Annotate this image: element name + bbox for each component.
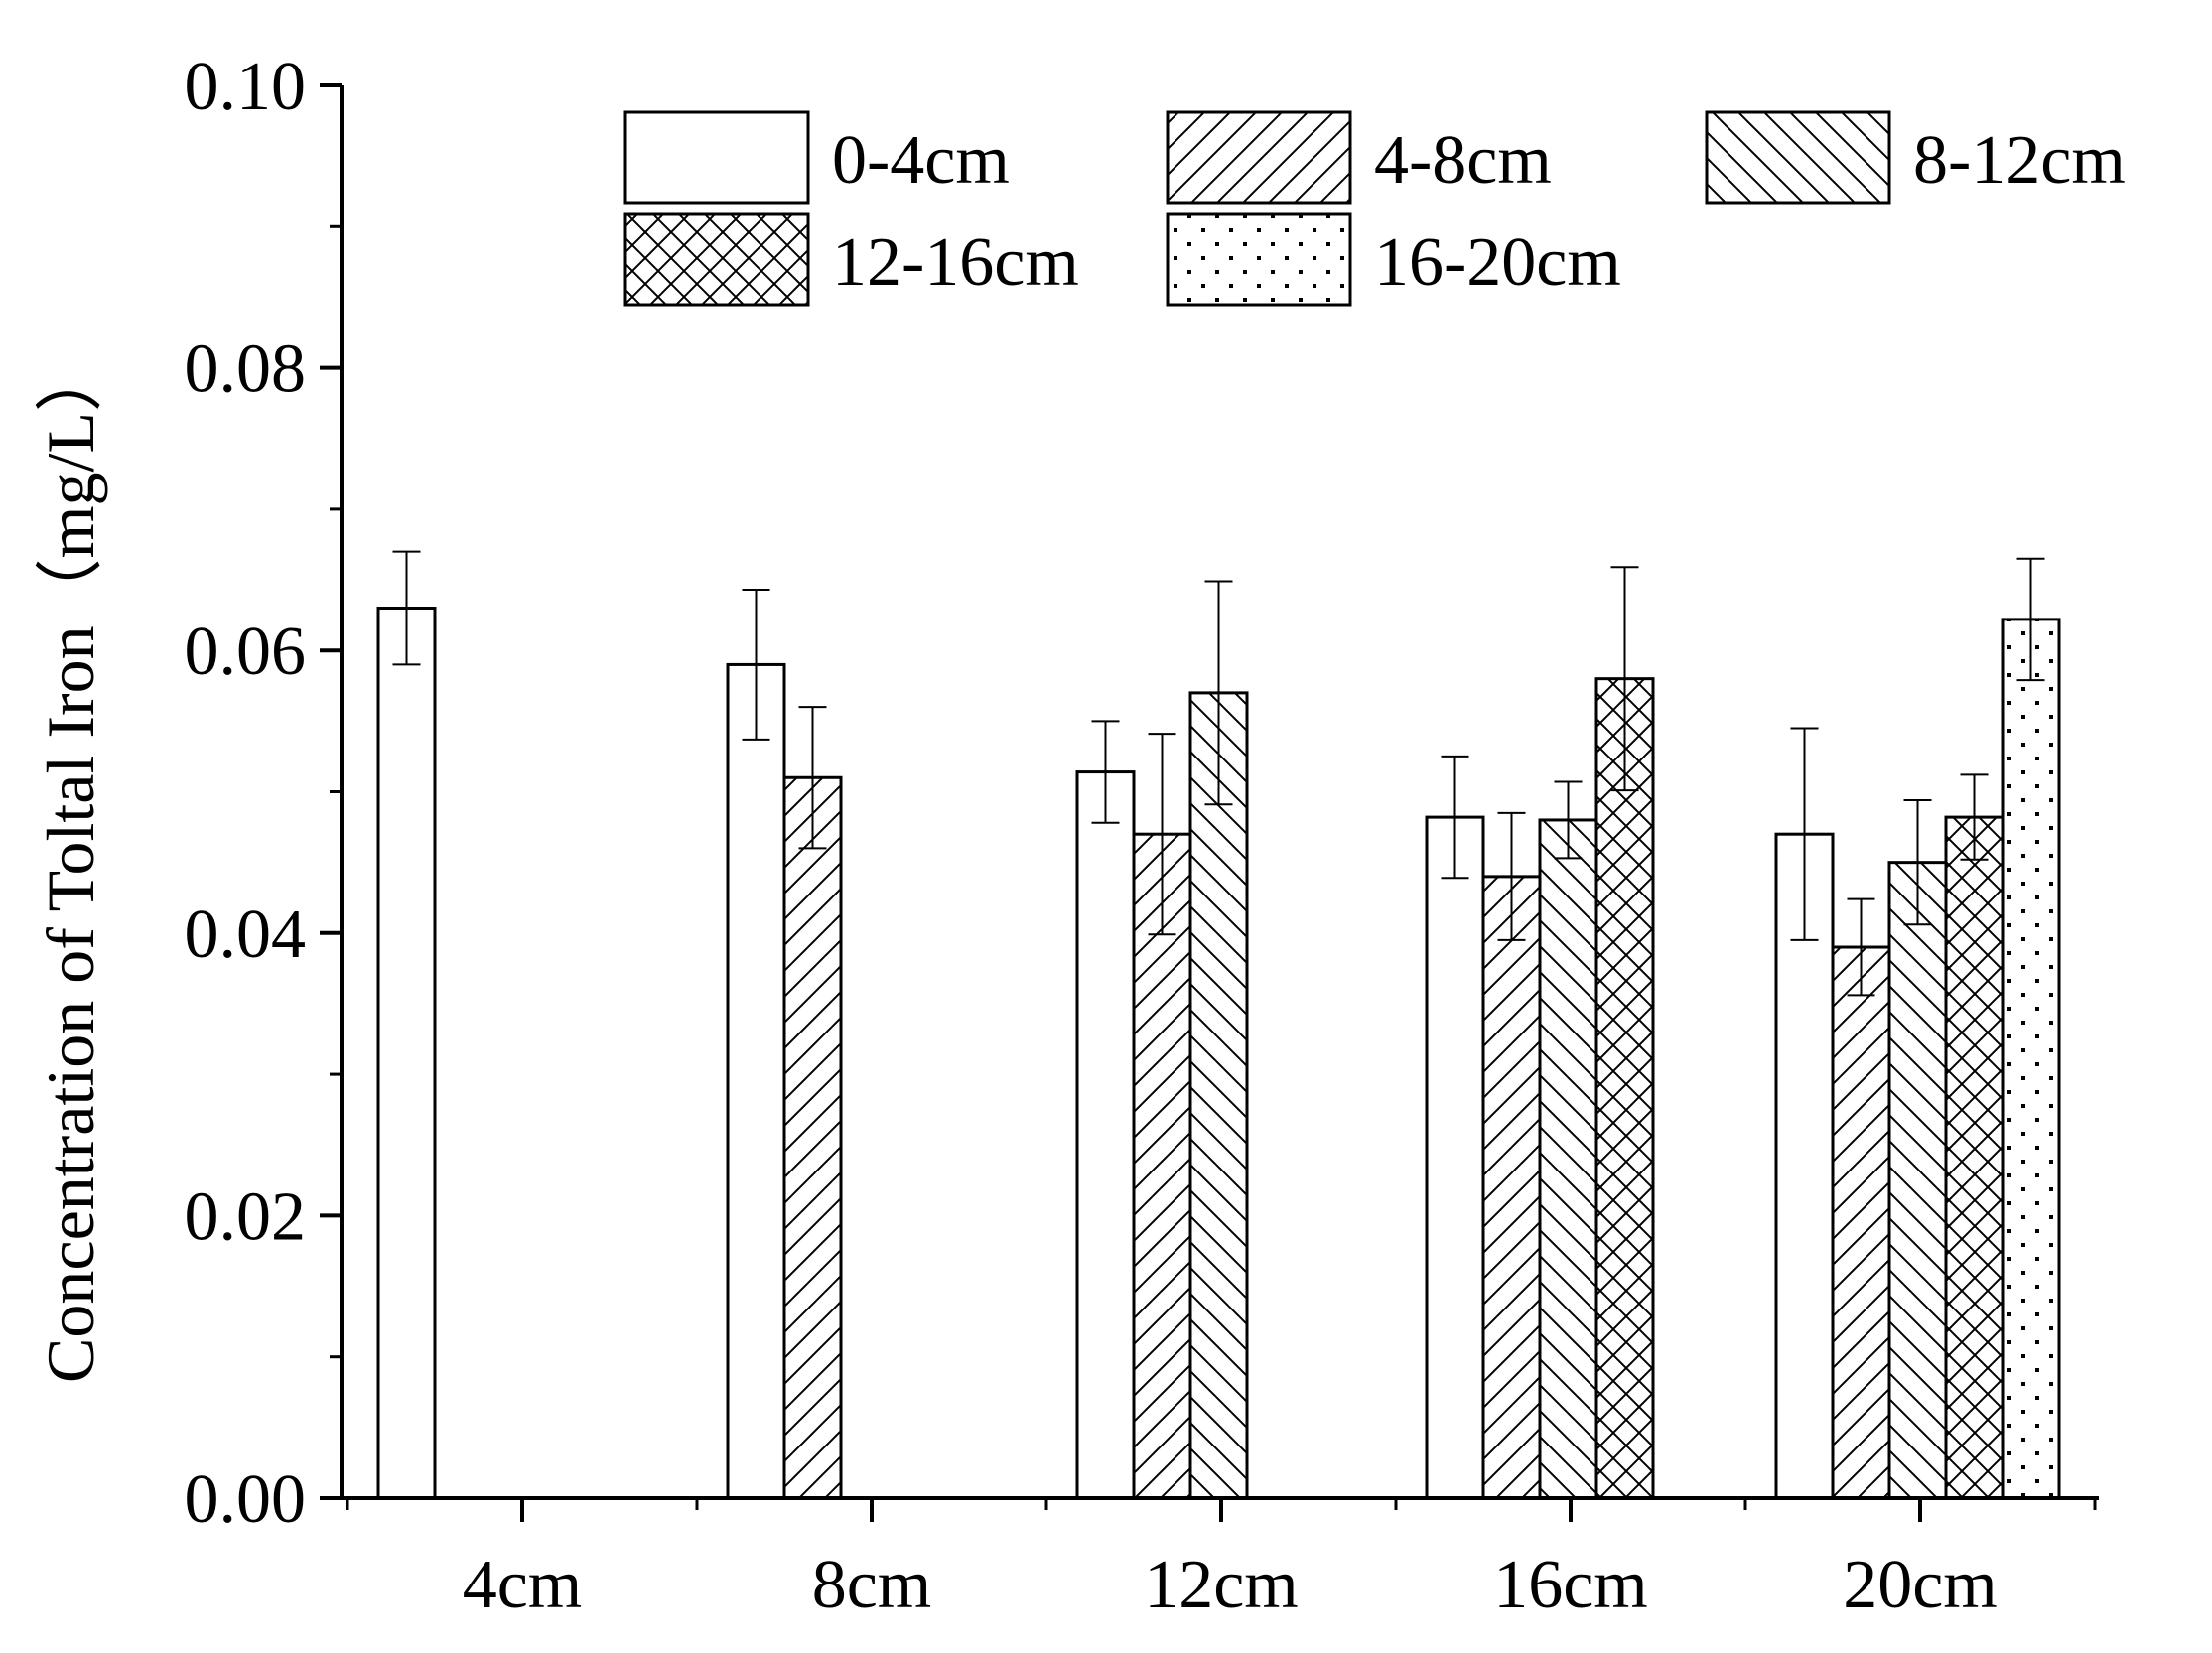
x-tick-label: 4cm — [463, 1547, 583, 1623]
legend-label-8-12cm: 8-12cm — [1913, 122, 2126, 199]
bar-8-12cm-20cm — [1887, 861, 1948, 1500]
y-tick-label: 0.06 — [185, 614, 307, 690]
bar-12-16cm-20cm — [1944, 815, 2005, 1500]
legend-swatch-8-12cm — [1705, 110, 1891, 205]
x-tick-label: 20cm — [1843, 1547, 1998, 1623]
legend-swatch-12-16cm — [623, 212, 810, 307]
y-tick-label: 0.08 — [185, 332, 307, 408]
bar-0-4cm-16cm — [1425, 815, 1485, 1500]
y-tick-label: 0.04 — [185, 896, 307, 973]
legend-label-0-4cm: 0-4cm — [832, 122, 1010, 199]
bar-0-4cm-4cm — [376, 607, 437, 1500]
legend-swatch-4-8cm — [1166, 110, 1352, 205]
bar-8-12cm-16cm — [1538, 818, 1598, 1500]
y-tick-label: 0.10 — [185, 49, 307, 125]
x-tick-label: 16cm — [1493, 1547, 1648, 1623]
bar-0-4cm-8cm — [726, 662, 786, 1500]
bar-4-8cm-20cm — [1831, 945, 1891, 1500]
error-bars-layer — [392, 550, 2045, 997]
axes: 0.00 0.02 0.04 0.06 0.08 0.10 4cm 8cm 12cm 16cm 20… — [185, 49, 2099, 1623]
legend-label-12-16cm: 12-16cm — [832, 224, 1079, 301]
x-tick-label: 12cm — [1144, 1547, 1299, 1623]
legend: 0-4cm 4-8cm 8-12cm 12-16cm 16-20cm — [623, 110, 2126, 307]
legend-label-4-8cm: 4-8cm — [1374, 122, 1552, 199]
bar-8-12cm-12cm — [1188, 691, 1249, 1500]
bar-4-8cm-8cm — [782, 775, 843, 1500]
y-tick-label: 0.02 — [185, 1178, 307, 1255]
y-axis-label: Concentration of Toltal Iron（mg/L） — [33, 344, 108, 1383]
legend-swatch-16-20cm — [1166, 212, 1352, 307]
y-tick-label: 0.00 — [185, 1461, 307, 1538]
bar-12-16cm-16cm — [1594, 677, 1655, 1500]
legend-swatch-0-4cm — [623, 110, 810, 205]
bar-0-4cm-12cm — [1075, 770, 1136, 1500]
bar-4-8cm-16cm — [1481, 875, 1542, 1500]
bar-16-20cm-20cm — [2001, 618, 2061, 1500]
x-tick-label: 8cm — [812, 1547, 932, 1623]
legend-label-16-20cm: 16-20cm — [1374, 224, 1621, 301]
